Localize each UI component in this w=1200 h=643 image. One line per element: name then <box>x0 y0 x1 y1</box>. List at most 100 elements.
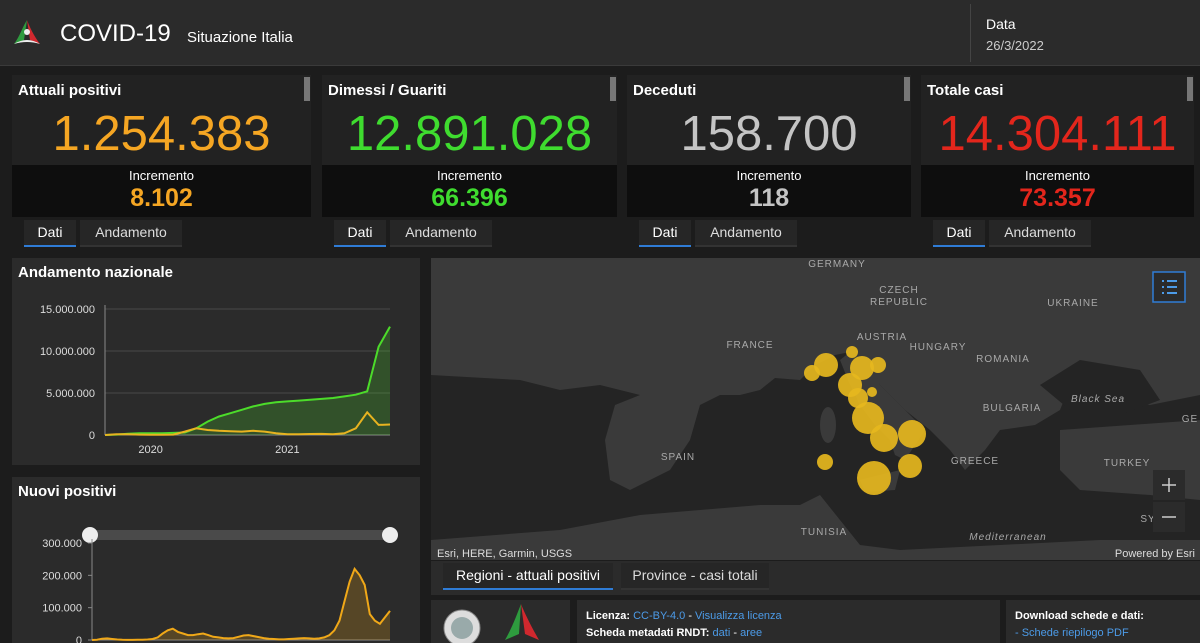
date-box: Data 26/3/2022 <box>970 4 1200 62</box>
card-title: Deceduti <box>633 82 697 99</box>
bubble[interactable] <box>817 454 833 470</box>
separator: - <box>688 610 692 622</box>
date-label: Data <box>986 16 1016 32</box>
tab[interactable]: Andamento <box>695 220 797 247</box>
logo-icons <box>443 604 539 643</box>
card-increment: Incremento 73.357 <box>921 165 1194 217</box>
date-value: 26/3/2022 <box>986 38 1044 53</box>
card-title: Dimessi / Guariti <box>328 82 447 99</box>
map-label: Mediterranean <box>969 532 1046 543</box>
tab[interactable]: Dati <box>933 220 985 247</box>
tab[interactable]: Dati <box>639 220 691 247</box>
map-sea <box>1040 360 1160 415</box>
download-link[interactable]: - Schede riepilogo PDF <box>1015 627 1129 639</box>
scroll-thumb <box>610 77 616 101</box>
header: COVID-19 Situazione Italia Data 26/3/202… <box>0 0 1200 66</box>
license-label: Licenza: <box>586 610 631 622</box>
card-tabs: Dati Andamento <box>639 220 839 248</box>
link[interactable]: dati <box>712 627 731 639</box>
map-label: SY <box>1140 514 1155 525</box>
stat-card: Dimessi / Guariti 12.891.028 Incremento 66.… <box>322 75 617 217</box>
card-increment: Incremento 118 <box>627 165 911 217</box>
stat-card: Totale casi 14.304.111 Incremento 73.357 <box>921 75 1194 217</box>
bubble[interactable] <box>846 346 858 358</box>
map-label: GREECE <box>951 456 999 467</box>
chart-title: Andamento nazionale <box>18 264 174 281</box>
bubble[interactable] <box>814 353 838 377</box>
metadata-label: Scheda metadati RNDT: <box>586 627 710 639</box>
link[interactable]: Visualizza licenza <box>695 610 782 622</box>
logo <box>14 20 40 44</box>
map-tabs: Regioni - attuali positivi Province - ca… <box>431 561 1200 595</box>
license-box: Licenza: CC-BY-4.0 - Visualizza licenza … <box>577 600 1000 643</box>
scroll-thumb <box>304 77 310 101</box>
tab[interactable]: Dati <box>24 220 76 247</box>
tab[interactable]: Andamento <box>989 220 1091 247</box>
increment-label: Incremento <box>736 168 802 183</box>
bubble[interactable] <box>898 420 926 448</box>
scroll-thumb <box>904 77 910 101</box>
card-title: Attuali positivi <box>18 82 122 99</box>
bubble[interactable] <box>804 365 820 381</box>
map-label: AUSTRIA <box>857 332 907 343</box>
separator: - <box>733 627 738 639</box>
increment-value: 118 <box>748 184 790 212</box>
bubble[interactable] <box>857 461 891 495</box>
map-label: ROMANIA <box>976 354 1030 365</box>
bubble[interactable] <box>870 357 886 373</box>
chart-panel: Nuovi positivi <box>12 477 420 643</box>
map-label: SPAIN <box>661 452 695 463</box>
map-label: REPUBLIC <box>870 297 928 308</box>
layer-list-button[interactable] <box>1152 271 1186 303</box>
logos <box>431 600 570 643</box>
app-title: COVID-19 <box>60 20 171 47</box>
zoom-in[interactable] <box>1153 470 1185 500</box>
card-title: Totale casi <box>927 82 1004 99</box>
bubble[interactable] <box>870 424 898 452</box>
map-land <box>431 495 1200 560</box>
map-label: CZECH <box>879 285 918 296</box>
map-label: GERMANY <box>808 259 866 270</box>
link[interactable]: CC-BY-4.0 <box>633 610 686 622</box>
map-label: TUNISIA <box>801 527 847 538</box>
card-value: 12.891.028 <box>346 107 593 161</box>
download-title: Download schede e dati: <box>1015 610 1144 622</box>
tab[interactable]: Andamento <box>390 220 492 247</box>
increment-value: 8.102 <box>130 184 193 212</box>
map-label: BULGARIA <box>983 403 1042 414</box>
card-value: 158.700 <box>680 107 858 161</box>
card-increment: Incremento 66.396 <box>322 165 617 217</box>
card-value: 1.254.383 <box>52 107 271 161</box>
zoom-out[interactable] <box>1153 502 1185 532</box>
tab[interactable]: Andamento <box>80 220 182 247</box>
bubble[interactable] <box>850 356 874 380</box>
license-line: Licenza: CC-BY-4.0 - Visualizza licenza <box>586 610 782 622</box>
bubble[interactable] <box>898 454 922 478</box>
card-tabs: Dati Andamento <box>334 220 534 248</box>
map-label: UKRAINE <box>1047 298 1098 309</box>
map-label: Black Sea <box>1071 394 1125 405</box>
map-tab[interactable]: Regioni - attuali positivi <box>443 563 613 590</box>
map-tab[interactable]: Province - casi totali <box>621 563 769 590</box>
increment-label: Incremento <box>128 168 195 183</box>
increment-value: 66.396 <box>431 184 508 212</box>
increment-label: Incremento <box>1024 168 1091 183</box>
scroll-thumb <box>1187 77 1193 101</box>
map-label: TURKEY <box>1104 458 1151 469</box>
map-land <box>431 258 1200 490</box>
powered-by: Powered by Esri <box>1115 548 1195 560</box>
chart-panel: Andamento nazionale <box>12 258 420 465</box>
tab[interactable]: Dati <box>334 220 386 247</box>
increment-value: 73.357 <box>1019 184 1096 212</box>
map-bubbles[interactable] <box>804 346 926 495</box>
chart-title: Nuovi positivi <box>18 483 117 500</box>
bubble[interactable] <box>852 402 884 434</box>
bubble[interactable] <box>867 387 877 397</box>
map-label: HUNGARY <box>910 342 967 353</box>
card-increment: Incremento 8.102 <box>12 165 311 217</box>
map-label: GE <box>1182 414 1198 425</box>
card-tabs: Dati Andamento <box>933 220 1133 248</box>
link[interactable]: aree <box>740 627 763 639</box>
